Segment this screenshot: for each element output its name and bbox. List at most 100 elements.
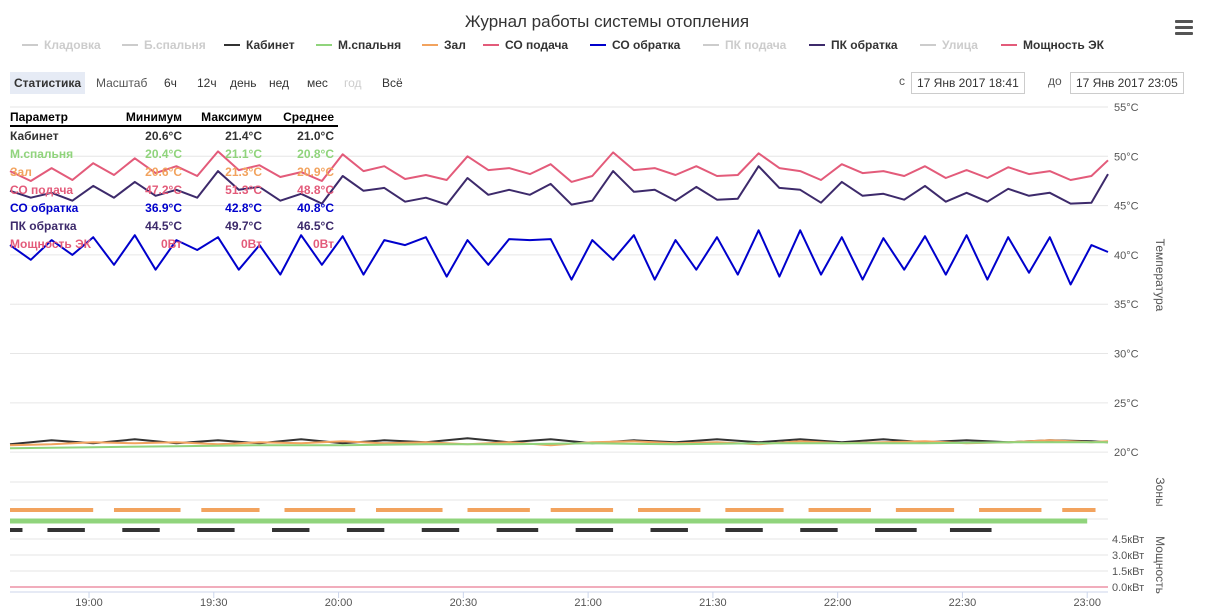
- legend-item[interactable]: ПК обратка: [809, 38, 898, 52]
- stats-header-max: Максимум: [186, 110, 266, 127]
- stats-cell-min: 36.9°C: [145, 201, 182, 215]
- legend-label: Кабинет: [246, 38, 295, 52]
- stats-row: СО обратка 36.9°C 42.8°C 40.8°C: [10, 199, 338, 217]
- legend-swatch: [1001, 44, 1017, 46]
- legend-swatch: [122, 44, 138, 46]
- stats-cell-avg: 46.5°C: [297, 219, 334, 233]
- stats-cell-avg: 20.8°C: [297, 147, 334, 161]
- temperature-tick-label: 45°C: [1114, 201, 1139, 213]
- legend-label: М.спальня: [338, 38, 402, 52]
- stats-cell-name: Кабинет: [10, 129, 59, 143]
- stats-cell-max: 49.7°C: [225, 219, 262, 233]
- temperature-tick-label: 50°C: [1114, 151, 1139, 163]
- zoom-12h-button[interactable]: 12ч: [197, 76, 217, 90]
- legend-label: СО обратка: [612, 38, 681, 52]
- stats-cell-max: 21.3°C: [225, 165, 262, 179]
- stats-cell-avg: 40.8°C: [297, 201, 334, 215]
- legend-item[interactable]: Зал: [422, 38, 466, 52]
- legend-label: Мощность ЭК: [1023, 38, 1104, 52]
- zoom-week-button[interactable]: нед: [269, 76, 290, 90]
- x-tick-label: 20:30: [450, 597, 478, 606]
- legend-item[interactable]: СО подача: [483, 38, 568, 52]
- legend-swatch: [422, 44, 438, 46]
- legend-item[interactable]: Кладовка: [22, 38, 101, 52]
- legend-label: Улица: [942, 38, 978, 52]
- legend-item[interactable]: Мощность ЭК: [1001, 38, 1104, 52]
- legend-item[interactable]: Улица: [920, 38, 978, 52]
- power-tick-label: 0.0кВт: [1112, 582, 1144, 594]
- series-line: [9, 150, 1109, 183]
- legend-item[interactable]: СО обратка: [590, 38, 680, 52]
- stats-header-param: Параметр: [10, 110, 110, 127]
- stats-row: ПК обратка 44.5°C 49.7°C 46.5°C: [10, 217, 338, 235]
- zoom-day-button[interactable]: день: [230, 76, 257, 90]
- legend-swatch: [224, 44, 240, 46]
- legend-item[interactable]: ПК подача: [703, 38, 786, 52]
- stats-cell-name: СО обратка: [10, 201, 79, 215]
- x-tick-label: 21:00: [574, 597, 602, 606]
- legend-swatch: [22, 44, 38, 46]
- legend-swatch: [920, 44, 936, 46]
- menu-icon[interactable]: [1175, 20, 1193, 35]
- stats-cell-avg: 48.8°C: [297, 183, 334, 197]
- stats-cell-min: 20.4°C: [145, 147, 182, 161]
- legend-swatch: [703, 44, 719, 46]
- stats-cell-max: 51.3°C: [225, 183, 262, 197]
- stats-row: Кабинет 20.6°C 21.4°C 21.0°C: [10, 126, 338, 145]
- zoom-6h-button[interactable]: 6ч: [164, 76, 177, 90]
- stats-header-avg: Среднее: [266, 110, 338, 127]
- temperature-tick-label: 25°C: [1114, 398, 1139, 410]
- from-label: с: [899, 74, 905, 88]
- stats-cell-name: М.спальня: [10, 147, 74, 161]
- scale-label: Масштаб: [96, 76, 148, 90]
- legend-label: Зал: [444, 38, 466, 52]
- stats-cell-name: ПК обратка: [10, 219, 77, 233]
- stats-row: СО подача 47.2°C 51.3°C 48.8°C: [10, 181, 338, 199]
- stats-cell-min: 47.2°C: [145, 183, 182, 197]
- legend-item[interactable]: М.спальня: [316, 38, 401, 52]
- zones-axis-title: Зоны: [1153, 477, 1167, 506]
- to-date-input[interactable]: 17 Янв 2017 23:05: [1070, 72, 1184, 94]
- zoom-all-button[interactable]: Всё: [382, 76, 403, 90]
- temperature-tick-label: 55°C: [1114, 102, 1139, 114]
- stats-table: Параметр Минимум Максимум Среднее Кабине…: [10, 110, 338, 253]
- legend-swatch: [483, 44, 499, 46]
- stats-cell-name: СО подача: [10, 183, 74, 197]
- stats-cell-max: 21.4°C: [225, 129, 262, 143]
- power-tick-label: 3.0кВт: [1112, 550, 1144, 562]
- stats-cell-name: Мощность ЭК: [10, 237, 91, 251]
- x-tick-label: 23:00: [1073, 597, 1101, 606]
- stats-cell-max: 0Вт: [240, 237, 262, 251]
- x-tick-label: 22:00: [824, 597, 852, 606]
- stats-cell-min: 44.5°C: [145, 219, 182, 233]
- stats-cell-min: 0Вт: [160, 237, 182, 251]
- temperature-axis-title: Температура: [1153, 239, 1167, 312]
- temperature-tick-label: 30°C: [1114, 349, 1139, 361]
- x-tick-label: 21:30: [699, 597, 727, 606]
- legend-swatch: [316, 44, 332, 46]
- stats-header-row: Параметр Минимум Максимум Среднее: [10, 110, 338, 127]
- legend-label: ПК обратка: [831, 38, 898, 52]
- temperature-tick-label: 35°C: [1114, 299, 1139, 311]
- stats-row: Мощность ЭК 0Вт 0Вт 0Вт: [10, 235, 338, 253]
- stats-cell-min: 20.6°C: [145, 165, 182, 179]
- chart-title: Журнал работы системы отопления: [464, 12, 750, 31]
- legend-item[interactable]: Б.спальня: [122, 38, 206, 52]
- legend-swatch: [809, 44, 825, 46]
- stats-cell-avg: 0Вт: [312, 237, 334, 251]
- statistics-button[interactable]: Статистика: [10, 72, 86, 94]
- to-label: до: [1048, 74, 1062, 88]
- stats-cell-max: 42.8°C: [225, 201, 262, 215]
- zoom-month-button[interactable]: мес: [307, 76, 328, 90]
- zoom-year-button[interactable]: год: [344, 76, 362, 90]
- stats-cell-name: Зал: [10, 165, 32, 179]
- series-line: [9, 165, 1109, 206]
- legend-item[interactable]: Кабинет: [224, 38, 295, 52]
- temperature-tick-label: 20°C: [1114, 447, 1139, 459]
- power-tick-label: 1.5кВт: [1112, 566, 1144, 578]
- stats-cell-avg: 20.9°C: [297, 165, 334, 179]
- from-date-input[interactable]: 17 Янв 2017 18:41: [911, 72, 1025, 94]
- stats-header-min: Минимум: [110, 110, 186, 127]
- stats-row: М.спальня 20.4°C 21.1°C 20.8°C: [10, 145, 338, 163]
